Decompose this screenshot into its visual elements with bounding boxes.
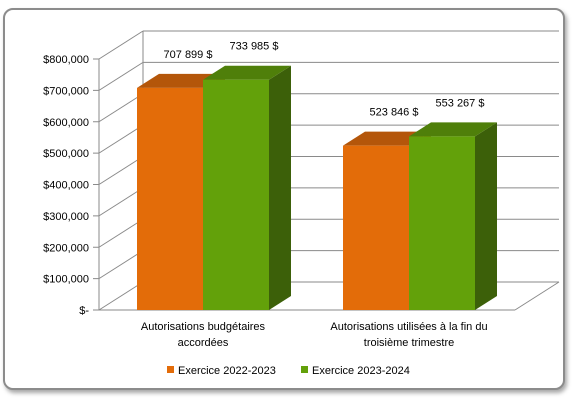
legend-label: Exercice 2023-2024	[312, 365, 410, 377]
gridline-depth	[98, 61, 144, 91]
y-tick-label: $600,000	[43, 117, 89, 129]
category-label: Autorisations budgétaires accordées	[141, 321, 266, 349]
gridline-depth	[98, 218, 144, 248]
gridline-depth	[98, 93, 144, 123]
category-label: Autorisations utilisées à la fin du trois…	[330, 321, 487, 349]
y-tick-label: $300,000	[43, 211, 89, 223]
gridline-depth	[98, 124, 144, 154]
category-label-line: accordées	[178, 337, 229, 349]
y-tick-label: $400,000	[43, 180, 89, 192]
data-labels: 707 899 $ 733 985 $ 523 846 $ 553 267 $	[164, 41, 485, 119]
chart-frame: $- $100,000 $200,000 $300,000 $400,000 $500,0…	[3, 8, 565, 390]
bar-top	[409, 122, 497, 137]
y-tick-label: $100,000	[43, 274, 89, 286]
legend-swatch	[167, 366, 174, 373]
bar	[409, 136, 475, 310]
bar	[137, 87, 203, 310]
gridline-depth	[98, 187, 144, 217]
bar	[203, 79, 269, 310]
y-axis: $- $100,000 $200,000 $300,000 $400,000 $500,0…	[43, 31, 560, 317]
category-label-line: Autorisations budgétaires	[141, 321, 266, 333]
bars	[137, 65, 497, 310]
data-label: 707 899 $	[164, 49, 213, 61]
legend-swatch	[301, 366, 308, 373]
bar	[343, 145, 409, 310]
y-tick-label: $200,000	[43, 242, 89, 254]
y-tick-label: $700,000	[43, 85, 89, 97]
category-labels: Autorisations budgétaires accordéesAutori…	[141, 321, 488, 349]
legend: Exercice 2022-2023 Exercice 2023-2024	[167, 365, 410, 377]
bar-chart: $- $100,000 $200,000 $300,000 $400,000 $500,0…	[43, 30, 560, 377]
y-tick-label: $800,000	[43, 54, 89, 66]
y-tick-label: $500,000	[43, 148, 89, 160]
data-label: 523 846 $	[370, 107, 419, 119]
data-label: 733 985 $	[230, 41, 279, 53]
y-tick-label: $-	[79, 305, 89, 317]
bar-top	[203, 65, 291, 80]
bar-side	[475, 122, 497, 310]
gridline-depth	[98, 156, 144, 185]
category-label-line: Autorisations utilisées à la fin du	[330, 321, 487, 333]
legend-label: Exercice 2022-2023	[178, 365, 276, 377]
bar-side	[269, 65, 291, 310]
gridline-depth	[98, 281, 144, 311]
data-label: 553 267 $	[436, 97, 485, 109]
gridline-depth	[98, 30, 144, 60]
floor-right-edge	[514, 281, 560, 311]
category-label-line: troisième trimestre	[364, 337, 454, 349]
gridline-depth	[98, 250, 144, 280]
